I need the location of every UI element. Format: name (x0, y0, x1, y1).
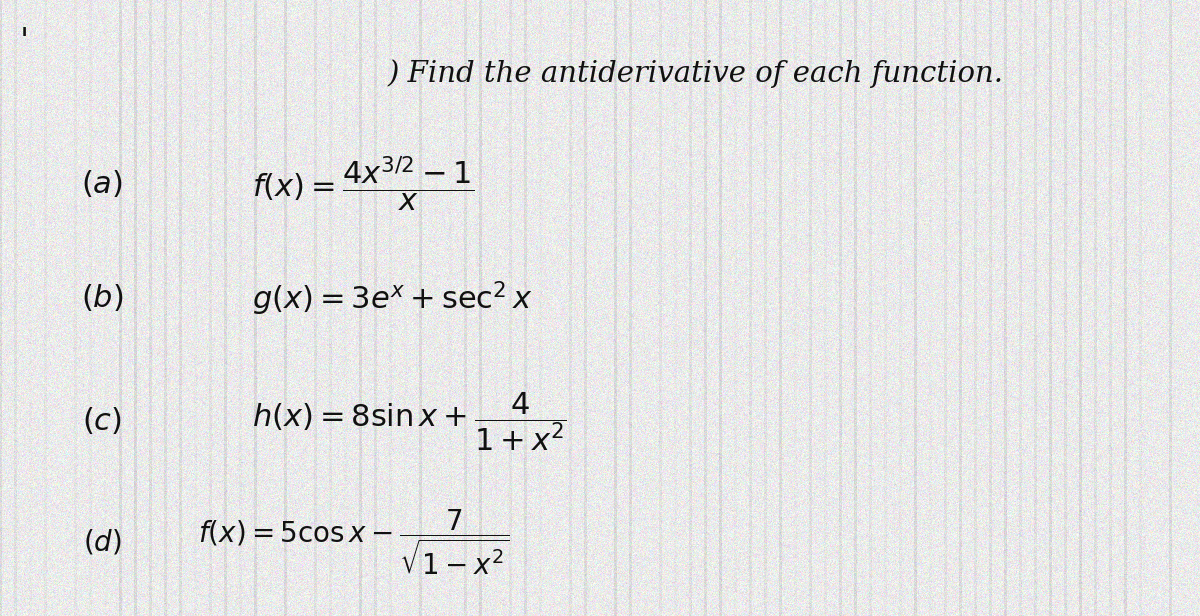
Text: $f(x) = 5\cos x - \dfrac{7}{\sqrt{1-x^2}}$: $f(x) = 5\cos x - \dfrac{7}{\sqrt{1-x^2}… (198, 508, 510, 577)
Text: $(a)$: $(a)$ (82, 169, 122, 200)
Text: $(b)$: $(b)$ (80, 283, 124, 314)
Text: ) Find the antiderivative of each function.: ) Find the antiderivative of each functi… (388, 60, 1004, 88)
Text: $f(x) = \dfrac{4x^{3/2}-1}{x}$: $f(x) = \dfrac{4x^{3/2}-1}{x}$ (252, 155, 474, 214)
Text: ': ' (19, 27, 29, 59)
Text: $(c)$: $(c)$ (82, 407, 122, 437)
Text: $(d)$: $(d)$ (83, 527, 121, 557)
Text: $h(x) = 8\sin x + \dfrac{4}{1+x^2}$: $h(x) = 8\sin x + \dfrac{4}{1+x^2}$ (252, 391, 566, 453)
Text: $g(x) = 3e^{x} + \sec^2 x$: $g(x) = 3e^{x} + \sec^2 x$ (252, 280, 533, 318)
